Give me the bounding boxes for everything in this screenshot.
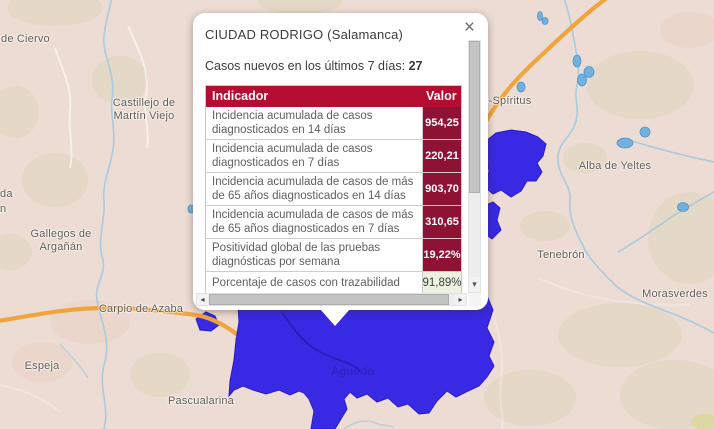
lake-icon: [572, 54, 582, 68]
town-label-sancti-spiritus: i-Spíritus: [486, 95, 531, 108]
river-branch: [617, 191, 714, 253]
info-window: × CIUDAD RODRIGO (Salamanca) Casos nuevo…: [193, 13, 488, 326]
label-line: Carpio de Azaba: [98, 303, 184, 315]
value-cell: 19,22%: [422, 239, 461, 271]
horizontal-scrollbar[interactable]: ◂ ▸: [196, 293, 467, 306]
table-header-row: Indicador Valor: [206, 86, 461, 107]
new-cases-value: 27: [408, 59, 423, 73]
header-valor: Valor: [426, 89, 457, 103]
town-label-carpio-de-azaba: Carpio de Azaba: [99, 303, 183, 316]
table-row: Incidencia acumulada de casos diagnostic…: [206, 107, 461, 139]
new-cases-text: Casos nuevos en los últimos 7 días:: [205, 59, 409, 73]
highway-west: [0, 305, 246, 342]
vertical-scrollbar-thumb[interactable]: [469, 41, 480, 193]
label-line: Morasverdes: [642, 288, 708, 300]
label-line: i-Spíritus: [486, 95, 532, 107]
label-line: n: [0, 203, 7, 215]
label-line: Gallegos de: [30, 228, 92, 240]
value-cell: 220,21: [422, 140, 461, 172]
town-label-gallegos-de-arganan: Gallegos de Argañán: [31, 228, 92, 254]
indicator-rows: Incidencia acumulada de casos diagnostic…: [206, 107, 462, 293]
lake-icon: [541, 17, 549, 25]
label-line: Tenebrón: [537, 249, 585, 261]
town-label-partial-da: da: [0, 188, 13, 201]
label-line: Espeja: [24, 360, 60, 372]
town-label-castillejo-de-martin-viejo: Castillejo de Martín Viejo: [113, 97, 176, 123]
river-agueda-overlay: [281, 311, 361, 372]
indicator-cell: Positividad global de las pruebas diagnó…: [206, 239, 422, 271]
indicator-cell: Incidencia acumulada de casos diagnostic…: [206, 140, 422, 172]
value-cell: 310,65: [422, 206, 461, 238]
value-cell: 91,89%: [422, 272, 462, 293]
label-line: Águeda: [331, 366, 375, 378]
scroll-down-arrow-icon[interactable]: ▾: [469, 277, 480, 292]
scroll-right-arrow-icon[interactable]: ▸: [455, 294, 466, 305]
indicator-cell: Porcentaje de casos con trazabilidad: [206, 272, 422, 293]
horizontal-scrollbar-thumb[interactable]: [209, 294, 449, 305]
lake-icon: [616, 137, 634, 149]
town-label-tenebron: Tenebrón: [537, 249, 584, 262]
table-row: Porcentaje de casos con trazabilidad 91,8…: [206, 271, 462, 293]
label-line: de Ciervo: [1, 33, 50, 45]
label-line: Pascualarina: [168, 395, 234, 407]
new-cases-line: Casos nuevos en los últimos 7 días: 27: [205, 59, 422, 73]
table-row: Incidencia acumulada de casos de más de …: [206, 172, 461, 205]
lake-icon: [516, 81, 526, 93]
municipality-ciudad-rodrigo[interactable]: [228, 297, 495, 429]
table-row: Incidencia acumulada de casos de más de …: [206, 205, 461, 238]
indicator-cell: Incidencia acumulada de casos de más de …: [206, 173, 422, 205]
header-indicador: Indicador: [212, 89, 269, 103]
town-label-alba-de-yeltes: Alba de Yeltes: [579, 160, 652, 173]
vertical-scrollbar[interactable]: ▾: [468, 40, 481, 293]
lake-icon: [577, 73, 587, 87]
label-line: Argañán: [39, 241, 83, 253]
town-label-morasverdes: Morasverdes: [642, 288, 708, 301]
town-label-de-ciervo: de Ciervo: [1, 33, 50, 46]
town-label-espeja: Espeja: [25, 360, 60, 373]
river-branch-2: [631, 140, 714, 163]
scroll-left-arrow-icon[interactable]: ◂: [197, 294, 208, 305]
info-window-tail: [320, 309, 350, 326]
value-cell: 954,25: [422, 107, 461, 139]
town-label-partial-n: n: [0, 203, 6, 216]
table-row: Incidencia acumulada de casos diagnostic…: [206, 139, 461, 172]
indicator-table: Indicador Valor Incidencia acumulada de …: [205, 85, 462, 297]
municipality-east[interactable]: [485, 129, 547, 198]
indicator-cell: Incidencia acumulada de casos de más de …: [206, 206, 422, 238]
lake-icon: [537, 11, 543, 21]
label-line: Martín Viejo: [113, 110, 175, 122]
lake-icon: [677, 202, 689, 212]
scrollbar-corner: [468, 293, 481, 306]
label-line: da: [0, 188, 13, 200]
river-azaba: [95, 0, 115, 429]
town-label-pascualarina: Pascualarina: [168, 395, 234, 408]
lake-icon: [639, 126, 651, 138]
label-line: Alba de Yeltes: [578, 160, 652, 172]
label-line: Castillejo de: [112, 97, 176, 109]
popup-title: CIUDAD RODRIGO (Salamanca): [205, 27, 404, 42]
value-cell: 903,70: [422, 173, 461, 205]
lakes: [187, 11, 689, 214]
indicator-cell: Incidencia acumulada de casos diagnostic…: [206, 107, 422, 139]
close-icon[interactable]: ×: [463, 17, 475, 38]
table-row: Positividad global de las pruebas diagnó…: [206, 238, 461, 271]
lake-icon: [583, 66, 595, 78]
town-label-agueda: Águeda: [331, 366, 374, 379]
minor-roads: [0, 25, 691, 429]
